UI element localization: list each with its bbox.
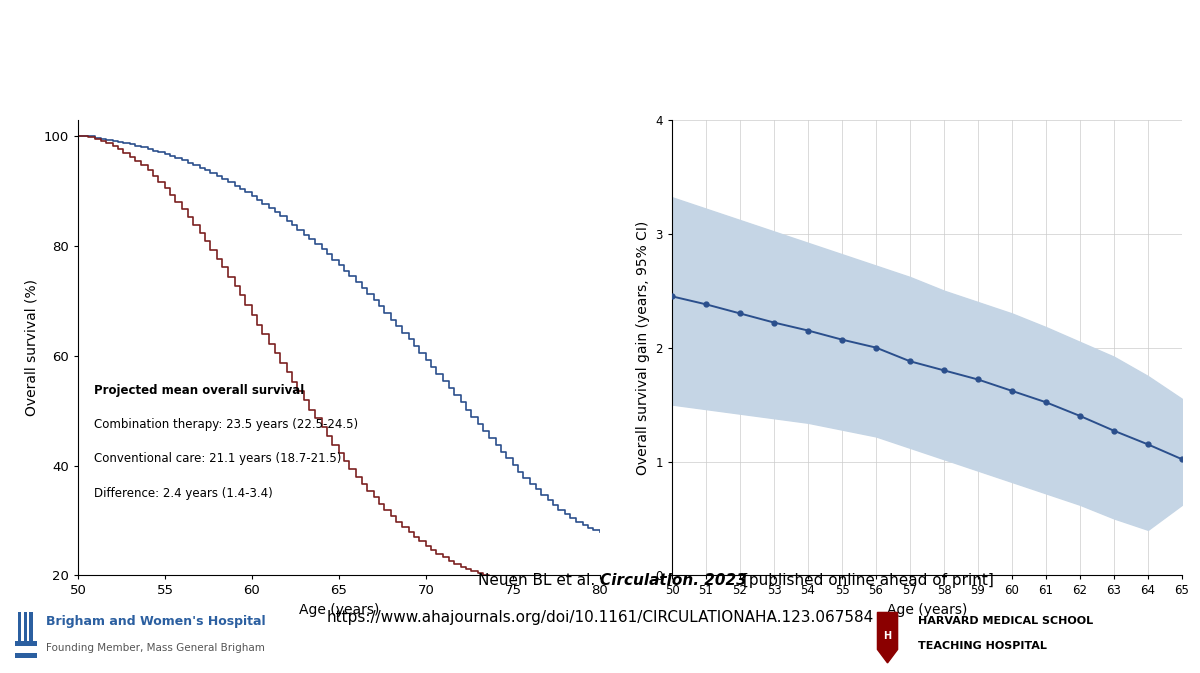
Text: Projected mean overall survival: Projected mean overall survival xyxy=(94,384,304,397)
Text: https://www.ahajournals.org/doi/10.1161/CIRCULATIONAHA.123.067584: https://www.ahajournals.org/doi/10.1161/… xyxy=(326,610,874,625)
Text: Combination therapy: 23.5 years (22.5-24.5): Combination therapy: 23.5 years (22.5-24… xyxy=(94,418,358,431)
Text: Circulation. 2023: Circulation. 2023 xyxy=(600,573,746,588)
Text: Neuen BL et al.: Neuen BL et al. xyxy=(478,573,600,588)
Y-axis label: Overall survival (%): Overall survival (%) xyxy=(24,279,38,416)
Text: Overall survival gains with combination SGLT2i,: Overall survival gains with combination … xyxy=(42,33,1158,75)
Text: GLP-1 RA & ns-MRA: GLP-1 RA & ns-MRA xyxy=(371,77,829,119)
Bar xyxy=(30,612,32,643)
Bar xyxy=(14,641,36,646)
Text: TEACHING HOSPITAL: TEACHING HOSPITAL xyxy=(918,641,1046,651)
Text: Brigham and Women's Hospital: Brigham and Women's Hospital xyxy=(46,614,265,628)
Polygon shape xyxy=(877,612,898,663)
Bar xyxy=(24,612,28,643)
X-axis label: Age (years): Age (years) xyxy=(299,603,379,617)
Text: Founding Member, Mass General Brigham: Founding Member, Mass General Brigham xyxy=(46,643,264,653)
Text: Conventional care: 21.1 years (18.7-21.5): Conventional care: 21.1 years (18.7-21.5… xyxy=(94,452,341,466)
Text: H: H xyxy=(883,631,892,641)
Y-axis label: Overall survival gain (years, 95% CI): Overall survival gain (years, 95% CI) xyxy=(636,221,650,474)
Text: [published online ahead of print]: [published online ahead of print] xyxy=(738,573,994,588)
X-axis label: Age (years): Age (years) xyxy=(887,603,967,617)
Bar xyxy=(14,653,36,658)
Text: Difference: 2.4 years (1.4-3.4): Difference: 2.4 years (1.4-3.4) xyxy=(94,487,272,499)
Bar xyxy=(18,612,22,643)
Text: HARVARD MEDICAL SCHOOL: HARVARD MEDICAL SCHOOL xyxy=(918,616,1093,626)
